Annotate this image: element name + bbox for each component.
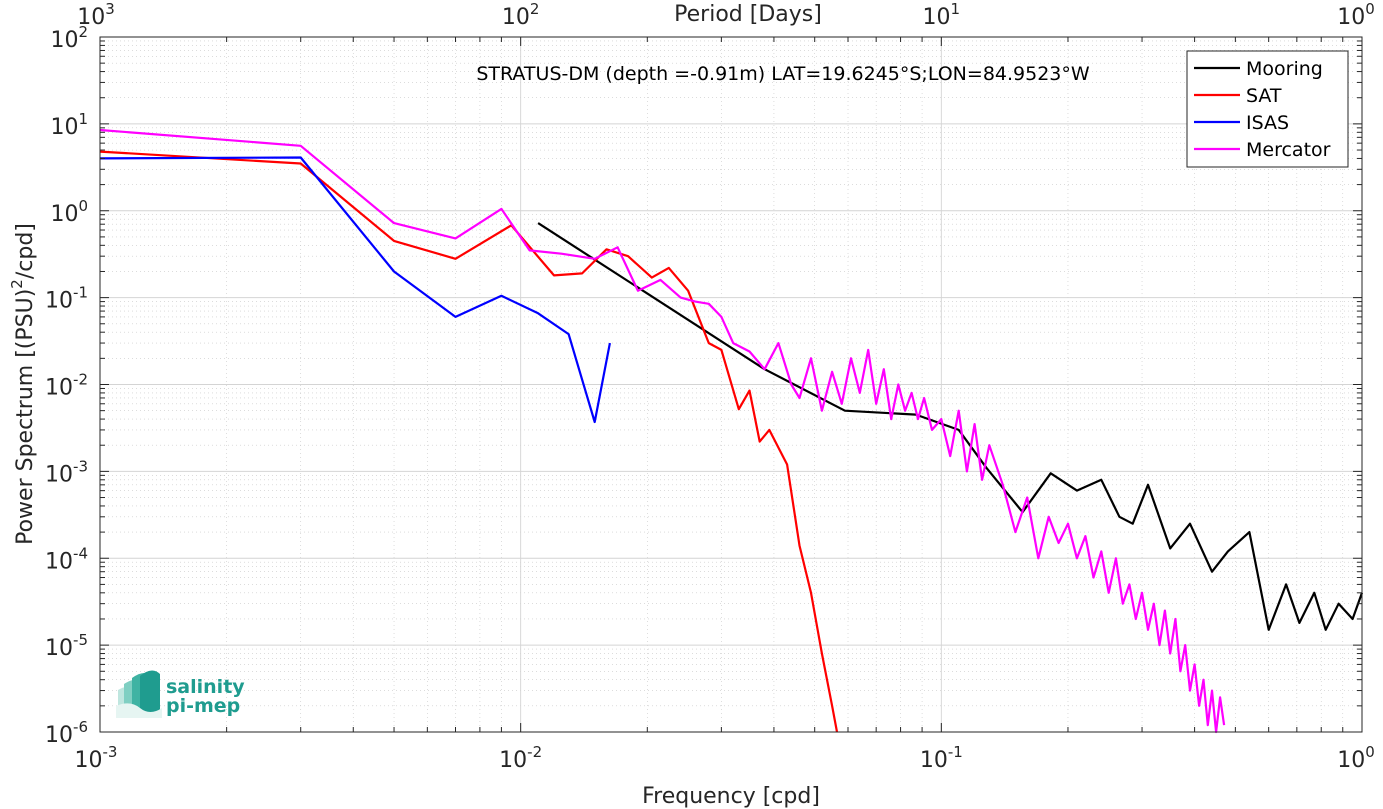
logo-text-line2: pi-mep: [166, 695, 240, 717]
y-axis-label: Power Spectrum [(PSU)2/cpd]: [8, 223, 38, 545]
legend-label-isas: ISAS: [1246, 112, 1289, 134]
series-line-sat: [99, 150, 839, 733]
y-tick-label: 101: [50, 110, 88, 140]
grid: [99, 36, 1363, 733]
y-tick-label: 100: [50, 197, 88, 227]
x-axis-label: Frequency [cpd]: [642, 784, 820, 809]
ticks: 10-3 103 10-2 102 10-1 101 100 100 10-6 10-5 10-4 1…: [45, 0, 1375, 773]
x-tick-label: 100: [1337, 743, 1375, 773]
series-line-mooring: [537, 222, 1364, 631]
y-tick-label: 10-6: [45, 718, 88, 748]
x2-tick-label: 102: [502, 0, 540, 30]
salinity-pi-mep-logo: salinity pi-mep: [116, 670, 245, 718]
legend-label-mercator: Mercator: [1246, 139, 1331, 161]
y-tick-label: 10-1: [45, 284, 88, 314]
y-tick-label: 10-4: [45, 544, 88, 574]
x2-tick-label: 103: [77, 0, 115, 30]
legend: Mooring SAT ISAS Mercator: [1186, 50, 1349, 168]
x2-axis-label: Period [Days]: [674, 2, 822, 27]
y-tick-label: 102: [50, 23, 88, 53]
y-tick-label: 10-3: [45, 457, 88, 487]
y-tick-label: 10-2: [45, 371, 88, 401]
x-tick-label: 10-3: [75, 743, 118, 773]
wave-logo-icon: [116, 670, 162, 718]
x2-tick-label: 101: [923, 0, 961, 30]
legend-label-sat: SAT: [1246, 85, 1282, 107]
series-line-isas: [99, 156, 611, 424]
legend-box: [1186, 50, 1349, 168]
series-line-mercator: [99, 128, 1226, 734]
x2-tick-label: 100: [1337, 0, 1375, 30]
x-tick-label: 10-2: [499, 743, 542, 773]
chart-title: STRATUS-DM (depth =-0.91m) LAT=19.6245°S…: [476, 63, 1090, 85]
x-tick-label: 10-1: [920, 743, 963, 773]
y-tick-label: 10-5: [45, 631, 88, 661]
legend-label-mooring: Mooring: [1246, 58, 1323, 80]
logo-text-line1: salinity: [166, 676, 245, 698]
series-layer: [99, 128, 1364, 734]
